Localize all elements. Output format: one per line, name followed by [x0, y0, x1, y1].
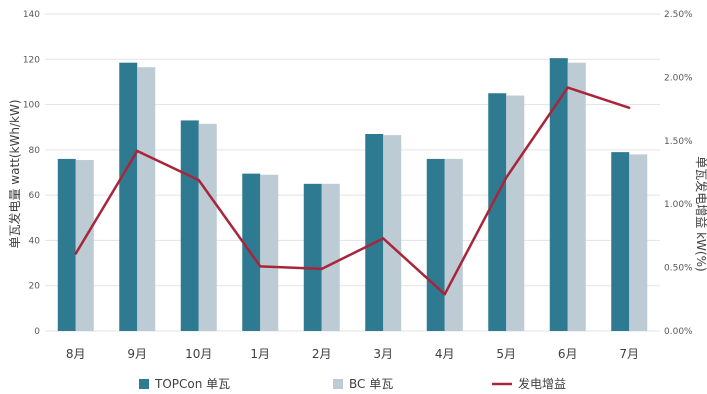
bar-bc: [567, 62, 586, 332]
legend-label-gain: 发电增益: [518, 376, 566, 391]
legend: TOPCon 单瓦 BC 单瓦 发电增益: [139, 376, 566, 391]
x-tick-label: 3月: [373, 347, 393, 361]
y-axis-ticks: 0 20 40 60 80 100 120 140: [23, 10, 40, 337]
bar-bc: [137, 67, 156, 331]
bars: [57, 58, 648, 332]
gain-point: [74, 252, 77, 255]
legend-label-topcon: TOPCon 单瓦: [154, 377, 230, 391]
line-series: [74, 86, 631, 296]
gain-point: [136, 149, 139, 153]
x-tick-label: 4月: [435, 347, 455, 361]
gain-line: [74, 86, 630, 296]
gain-point: [259, 265, 262, 268]
bar-topcon: [611, 152, 630, 331]
x-tick-label: 8月: [66, 347, 86, 361]
y2-axis-title: 单瓦发电增益 kW(%): [694, 156, 707, 271]
legend-swatch-bc: [333, 379, 343, 389]
gain-point: [197, 178, 200, 182]
x-tick-label: 9月: [127, 347, 147, 361]
x-tick-label: 7月: [619, 347, 639, 361]
gain-point: [382, 237, 385, 240]
bar-topcon: [180, 120, 199, 332]
y-tick-label: 80: [29, 146, 41, 156]
y2-tick-label: 1.50%: [664, 137, 693, 147]
bar-bc: [75, 160, 94, 331]
bar-topcon: [57, 158, 76, 331]
bar-topcon: [119, 62, 138, 332]
bar-topcon: [365, 134, 384, 331]
y2-tick-label: 1.00%: [664, 200, 693, 210]
bar-bc: [383, 135, 402, 331]
y-tick-label: 140: [23, 10, 40, 20]
y-axis-title: 单瓦发电量 watt(kWh/kW): [7, 99, 22, 248]
gain-point: [505, 176, 508, 179]
bar-bc: [506, 95, 525, 331]
x-tick-label: 10月: [185, 347, 212, 361]
legend-swatch-topcon: [139, 379, 149, 389]
y-tick-label: 20: [29, 282, 41, 292]
gain-point: [320, 267, 323, 271]
y-tick-label: 100: [23, 101, 40, 111]
bar-bc: [629, 154, 648, 331]
bar-topcon: [426, 158, 445, 331]
x-tick-label: 1月: [250, 347, 270, 361]
legend-label-bc: BC 单瓦: [349, 377, 393, 391]
y-tick-label: 40: [29, 236, 41, 246]
y-tick-label: 120: [23, 55, 40, 65]
y2-tick-label: 2.50%: [664, 10, 693, 20]
bar-bc: [198, 123, 217, 331]
x-tick-label: 6月: [558, 347, 578, 361]
bar-topcon: [303, 183, 322, 331]
y2-tick-label: 0.00%: [664, 327, 693, 337]
y-tick-label: 0: [34, 327, 40, 337]
y-tick-label: 60: [29, 191, 41, 201]
y2-tick-label: 0.50%: [664, 264, 693, 274]
bar-topcon: [488, 93, 507, 331]
x-axis-ticks: 8月 9月 10月 1月 2月 3月 4月 5月 6月 7月: [66, 347, 639, 361]
y2-tick-label: 2.00%: [664, 73, 693, 83]
x-tick-label: 5月: [496, 347, 516, 361]
x-tick-label: 2月: [312, 347, 332, 361]
bar-bc: [260, 174, 279, 331]
y2-axis-ticks: 0.00% 0.50% 1.00% 1.50% 2.00% 2.50%: [664, 10, 693, 337]
bar-topcon: [549, 58, 568, 332]
bar-bc: [321, 183, 340, 331]
bar-bc: [444, 158, 463, 331]
gain-point: [566, 86, 569, 89]
gain-point: [628, 106, 631, 110]
gain-point: [443, 293, 446, 296]
